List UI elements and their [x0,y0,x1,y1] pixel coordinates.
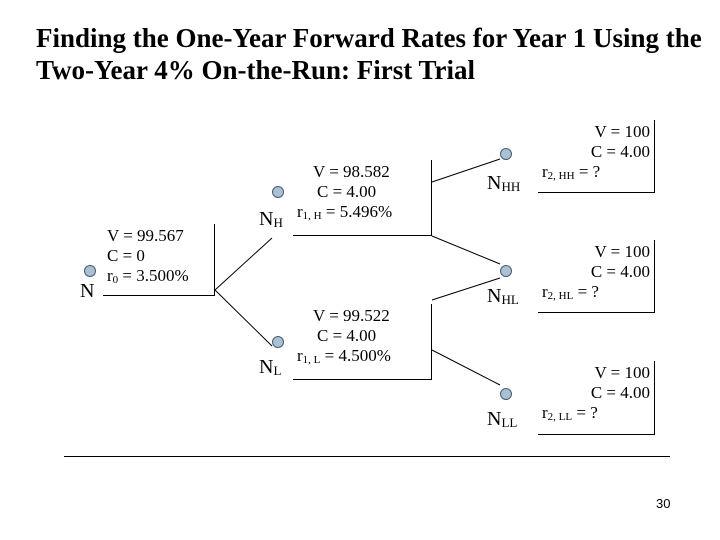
node-nhh-dot [500,148,512,160]
node-n-label: N [80,280,95,302]
branch-n-nl [214,289,273,347]
node-n-dot [84,265,96,277]
node-nl-label: NL [259,356,282,378]
footer-divider [64,456,670,457]
node-nhl-label: NHL [487,285,519,307]
node-nhl-value: V = 100 [594,242,650,261]
branch-n-nh [214,237,273,291]
node-nh-coupon: C = 4.00 [317,182,377,201]
node-nhh-rate: r2, HH = ? [542,162,601,182]
page-number: 30 [656,496,671,511]
node-nl-value: V = 99.522 [313,306,390,325]
node-nl-coupon: C = 4.00 [317,326,377,345]
branch-nl-nll [431,349,501,386]
node-nl-rate: r1, L = 4.500% [297,346,391,366]
node-nh-box: V = 98.582 C = 4.00 r1, H = 5.496% [293,160,432,236]
node-nll-coupon: C = 4.00 [590,383,650,402]
node-n-box: V = 99.567 C = 0 r0 = 3.500% [103,224,215,296]
node-nhh-coupon: C = 4.00 [590,142,650,161]
branch-nl-nhl [431,277,501,301]
node-nll-rate: r2, LL = ? [542,403,598,423]
node-nl-dot [272,336,284,348]
node-nh-value: V = 98.582 [313,162,390,181]
node-nhl-rate: r2, HL = ? [542,282,599,302]
node-nhh-value: V = 100 [594,122,650,141]
node-nll-box: V = 100 C = 4.00 r2, LL = ? [538,361,655,435]
branch-nh-nhh [431,158,501,183]
node-nhl-coupon: C = 4.00 [590,262,650,281]
branch-nh-nhl [431,235,501,265]
node-nh-label: NH [259,208,283,230]
node-nll-dot [500,388,512,400]
node-nl-box: V = 99.522 C = 4.00 r1, L = 4.500% [293,304,432,380]
node-n-coupon: C = 0 [107,246,145,265]
node-nll-value: V = 100 [594,363,650,382]
node-nll-label: NLL [487,408,518,430]
node-nhl-dot [500,265,512,277]
node-nh-dot [272,186,284,198]
node-nhh-label: NHH [487,172,521,194]
node-nhh-box: V = 100 C = 4.00 r2, HH = ? [538,120,655,193]
node-nhl-box: V = 100 C = 4.00 r2, HL = ? [538,240,655,313]
node-n-rate: r0 = 3.500% [107,266,189,286]
slide-title: Finding the One-Year Forward Rates for Y… [36,23,702,85]
node-n-value: V = 99.567 [107,226,184,245]
node-nh-rate: r1, H = 5.496% [297,202,393,222]
